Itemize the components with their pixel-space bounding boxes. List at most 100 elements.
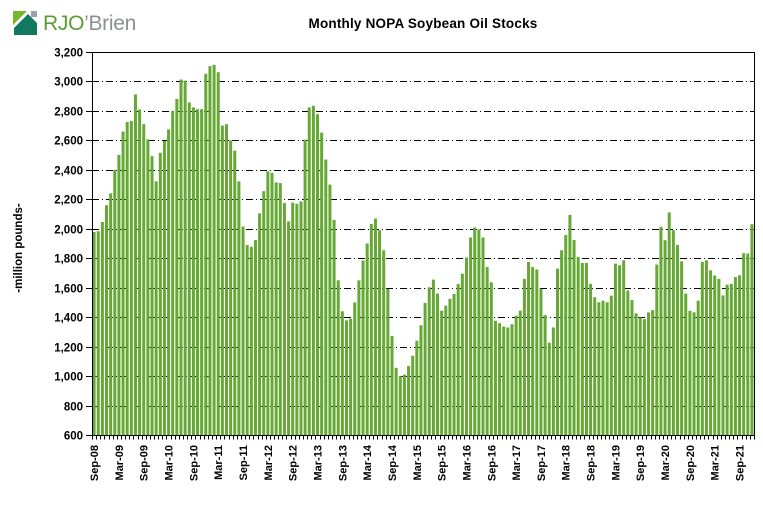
bar	[725, 284, 729, 435]
bar	[696, 300, 700, 435]
bar	[208, 66, 212, 435]
rjobrien-logo-text: RJO’Brien	[43, 10, 136, 37]
bar	[316, 114, 320, 435]
x-tick-label: Sep-10	[188, 445, 200, 481]
bar	[564, 235, 568, 435]
bar	[440, 310, 444, 435]
x-tick-label: Sep-17	[536, 445, 548, 481]
bar	[167, 129, 171, 435]
bar	[539, 288, 543, 435]
bar	[407, 366, 411, 435]
bar	[659, 226, 663, 435]
bar	[394, 367, 398, 435]
y-tick-label: 3,000	[54, 77, 83, 89]
y-tick-label: 2,800	[54, 107, 83, 119]
x-tick-label: Mar-17	[511, 445, 523, 480]
y-tick-label: 1,800	[54, 254, 83, 266]
bar	[378, 230, 382, 435]
bar	[369, 224, 373, 435]
bar	[299, 201, 303, 435]
bar	[129, 120, 133, 435]
bar	[729, 283, 733, 435]
bar	[584, 262, 588, 435]
chart-title: Monthly NOPA Soybean Oil Stocks	[308, 16, 538, 31]
bar	[344, 320, 348, 435]
bar	[692, 312, 696, 435]
bar	[655, 264, 659, 435]
bar	[402, 374, 406, 435]
bar	[477, 229, 481, 435]
bar	[274, 182, 278, 435]
bar	[452, 293, 456, 435]
bar	[162, 140, 166, 435]
bar	[146, 139, 150, 435]
bar	[233, 150, 237, 435]
bar	[336, 280, 340, 435]
bar	[295, 203, 299, 435]
bar	[684, 293, 688, 435]
bar	[258, 213, 262, 435]
bar	[245, 244, 249, 435]
bar	[436, 293, 440, 435]
bar	[353, 302, 357, 435]
bar	[618, 265, 622, 435]
bar	[320, 132, 324, 435]
bar	[464, 257, 468, 435]
bar	[287, 221, 291, 435]
y-tick-label: 1,200	[54, 343, 83, 355]
bar	[601, 300, 605, 435]
bar	[638, 317, 642, 435]
bar	[605, 302, 609, 435]
bar	[183, 80, 187, 435]
bar	[597, 302, 601, 435]
bar	[444, 305, 448, 435]
y-tick-label: 1,600	[54, 284, 83, 296]
x-tick-label: Sep-08	[89, 445, 101, 481]
x-tick-label: Sep-18	[586, 445, 598, 481]
x-tick-label: Sep-19	[635, 445, 647, 481]
bar	[531, 267, 535, 435]
x-tick-label: Sep-13	[337, 445, 349, 481]
x-tick-label: Mar-18	[561, 445, 573, 480]
bar	[680, 261, 684, 435]
y-tick-label: 2,000	[54, 225, 83, 237]
bar	[518, 310, 522, 435]
bar	[419, 325, 423, 435]
rjobrien-logo: RJO’Brien	[12, 10, 136, 37]
bar	[448, 298, 452, 435]
bar	[485, 267, 489, 435]
bar	[634, 313, 638, 435]
bar	[121, 131, 125, 436]
bar	[663, 240, 667, 435]
bar	[179, 79, 183, 436]
bar	[647, 312, 651, 435]
x-tick-label: Sep-20	[685, 445, 697, 481]
logo-text-green: RJO	[43, 12, 85, 35]
bar	[96, 231, 100, 435]
bar	[175, 98, 179, 436]
x-tick-label: Mar-09	[114, 445, 126, 480]
x-tick-label: Sep-15	[437, 445, 449, 481]
bar	[415, 340, 419, 435]
x-tick-label: Mar-16	[461, 445, 473, 480]
plot-border	[92, 52, 755, 436]
y-tick-label: 2,200	[54, 195, 83, 207]
bar	[278, 183, 282, 435]
bar	[266, 171, 270, 435]
bar	[398, 376, 402, 435]
x-tick-label: Mar-21	[710, 445, 722, 480]
bar	[560, 250, 564, 435]
bar	[688, 310, 692, 435]
bar	[460, 273, 464, 435]
bar	[527, 261, 531, 435]
bar	[700, 261, 704, 435]
bar	[498, 323, 502, 435]
bar	[229, 140, 233, 435]
bar	[291, 202, 295, 435]
bar	[200, 109, 204, 435]
bar	[154, 181, 158, 435]
bar	[675, 244, 679, 435]
bar	[547, 342, 551, 435]
bar	[349, 318, 353, 435]
bar	[613, 263, 617, 435]
